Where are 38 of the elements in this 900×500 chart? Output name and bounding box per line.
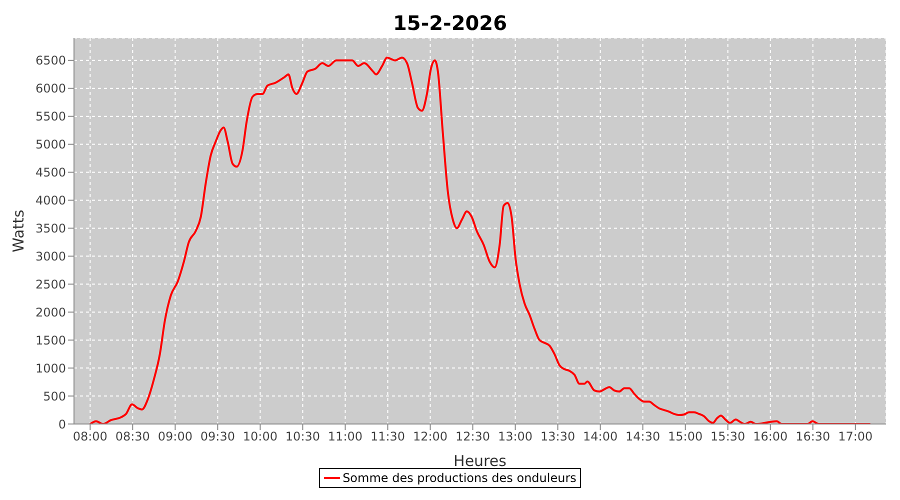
x-axis-title: Heures — [454, 452, 507, 470]
y-tick-label: 6500 — [35, 54, 66, 68]
y-tick-label: 2500 — [35, 277, 66, 292]
y-tick-label: 3500 — [35, 221, 66, 236]
x-tick-label: 09:30 — [200, 430, 235, 444]
x-tick-label: 11:00 — [328, 430, 363, 444]
x-tick-label: 15:00 — [668, 430, 703, 444]
y-tick-label: 5500 — [35, 110, 66, 124]
x-tick-label: 09:00 — [158, 430, 192, 444]
y-tick-label: 5000 — [35, 138, 66, 152]
y-tick-label: 4000 — [35, 193, 66, 208]
legend-label: Somme des productions des onduleurs — [342, 471, 576, 485]
y-tick-label: 1500 — [35, 333, 66, 348]
y-tick-label: 6000 — [35, 82, 66, 96]
x-tick-label: 12:30 — [455, 430, 490, 444]
y-tick-label: 500 — [43, 389, 66, 404]
x-tick-label: 15:30 — [710, 430, 746, 444]
x-tick-label: 14:00 — [583, 430, 618, 444]
x-tick-label: 17:00 — [838, 430, 873, 444]
x-tick-label: 10:30 — [285, 430, 320, 444]
x-tick-label: 08:30 — [115, 430, 150, 444]
x-tick-label: 16:30 — [796, 430, 830, 444]
y-tick-label: 0 — [58, 417, 66, 432]
x-tick-label: 13:30 — [540, 430, 576, 444]
chart-title: 15-2-2026 — [392, 10, 508, 37]
x-tick-label: 08:00 — [72, 430, 108, 444]
y-tick-label: 3000 — [35, 249, 66, 264]
x-tick-label: 16:00 — [753, 430, 788, 444]
y-tick-label: 4500 — [35, 166, 66, 180]
x-tick-label: 13:00 — [498, 430, 533, 444]
x-tick-label: 14:30 — [626, 430, 660, 444]
y-axis-title: Watts — [9, 210, 28, 252]
x-tick-label: 10:00 — [242, 430, 278, 444]
y-tick-label: 1000 — [35, 361, 66, 376]
y-tick-label: 2000 — [35, 305, 66, 320]
x-tick-label: 12:00 — [412, 430, 448, 444]
line-series — [89, 56, 872, 424]
x-tick-label: 11:30 — [370, 430, 406, 444]
